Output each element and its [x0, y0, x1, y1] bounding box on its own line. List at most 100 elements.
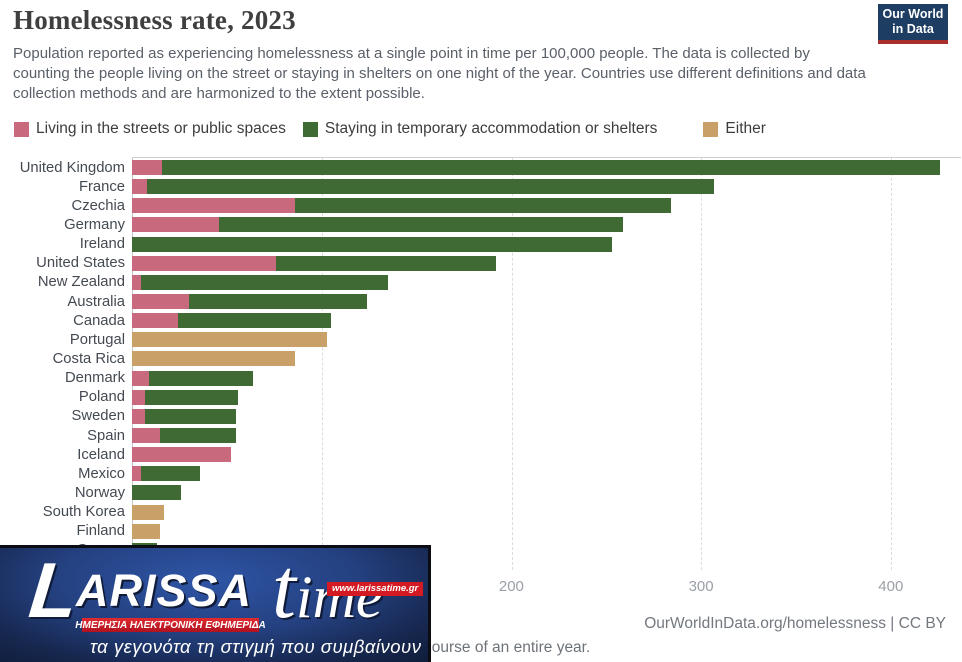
country-label[interactable]: Czechia [71, 197, 125, 214]
country-label[interactable]: Mexico [78, 465, 125, 482]
wordmark-initial: L [25, 546, 83, 634]
larissatime-wordmark: L ARISSA time www.larissatime.gr [0, 546, 428, 634]
bar-segment-shelters[interactable] [276, 255, 497, 271]
bar-segment-streets[interactable] [132, 313, 178, 329]
bar-track [132, 447, 961, 463]
wordmark-main: ARISSA [76, 565, 253, 616]
watermark-tagline: τα γεγονότα τη στιγμή που συμβαίνουν [90, 636, 422, 657]
country-label[interactable]: Australia [67, 293, 125, 310]
country-label[interactable]: France [78, 178, 125, 195]
legend-swatch-icon [302, 121, 318, 137]
bar-rows: United Kingdom France Czechia Germany Irelan… [0, 158, 962, 560]
chart-legend: Living in the streets or public spaces St… [14, 120, 783, 138]
bar-segment-either[interactable] [132, 351, 296, 367]
table-row: Germany [0, 215, 962, 234]
table-row: France [0, 177, 962, 196]
country-label[interactable]: New Zealand [37, 274, 125, 291]
table-row: United States [0, 254, 962, 273]
table-row: Sweden [0, 407, 962, 426]
source-attribution[interactable]: OurWorldInData.org/homelessness | CC BY [644, 615, 946, 632]
table-row: United Kingdom [0, 158, 962, 177]
legend-item-0[interactable]: Living in the streets or public spaces [14, 120, 286, 138]
bar-segment-streets[interactable] [132, 179, 148, 195]
bar-segment-either[interactable] [132, 523, 161, 539]
larissatime-watermark: L ARISSA time www.larissatime.gr ΗΜΕΡΗΣΙ… [0, 545, 431, 662]
bar-segment-streets[interactable] [132, 294, 189, 310]
table-row: Canada [0, 311, 962, 330]
bar-segment-streets[interactable] [132, 217, 220, 233]
legend-swatch-icon [703, 121, 719, 137]
table-row: Norway [0, 483, 962, 502]
bar-segment-streets[interactable] [132, 389, 146, 405]
country-label[interactable]: Costa Rica [52, 350, 125, 367]
table-row: Czechia [0, 196, 962, 215]
country-label[interactable]: Poland [78, 389, 125, 406]
bar-chart: United Kingdom France Czechia Germany Irelan… [0, 157, 962, 617]
table-row: Mexico [0, 464, 962, 483]
bar-track [132, 255, 961, 271]
country-label[interactable]: Sweden [71, 408, 125, 425]
table-row: Portugal [0, 330, 962, 349]
chart-note-fragment: course of an entire year. [424, 639, 591, 656]
bar-segment-shelters[interactable] [149, 370, 254, 386]
bar-segment-shelters[interactable] [141, 274, 389, 290]
legend-item-1[interactable]: Staying in temporary accommodation or sh… [302, 120, 657, 138]
table-row: Australia [0, 292, 962, 311]
bar-segment-streets[interactable] [132, 274, 142, 290]
country-label[interactable]: United States [36, 255, 125, 272]
table-row: Costa Rica [0, 349, 962, 368]
bar-segment-shelters[interactable] [219, 217, 624, 233]
legend-label: Either [725, 120, 766, 137]
bar-segment-streets[interactable] [132, 466, 142, 482]
bar-segment-shelters[interactable] [132, 485, 182, 501]
bar-track [132, 466, 961, 482]
bar-segment-shelters[interactable] [188, 294, 368, 310]
bar-segment-either[interactable] [132, 504, 165, 520]
bar-segment-shelters[interactable] [177, 313, 332, 329]
bar-track [132, 504, 961, 520]
bar-segment-shelters[interactable] [132, 236, 612, 252]
bar-track [132, 389, 961, 405]
country-label[interactable]: Ireland [79, 236, 125, 253]
country-label[interactable]: Spain [87, 427, 125, 444]
bar-segment-either[interactable] [132, 332, 328, 348]
bar-segment-streets[interactable] [132, 198, 296, 214]
bar-segment-shelters[interactable] [160, 428, 237, 444]
bar-segment-shelters[interactable] [145, 408, 237, 424]
bar-track [132, 160, 961, 176]
bar-segment-shelters[interactable] [141, 466, 201, 482]
legend-item-2[interactable]: Either [703, 120, 766, 138]
country-label[interactable]: Norway [74, 484, 125, 501]
watermark-url: www.larissatime.gr [327, 582, 424, 596]
wordmark-accent-rest: ime [295, 564, 383, 630]
bar-track [132, 523, 961, 539]
bar-segment-shelters[interactable] [295, 198, 671, 214]
bar-segment-streets[interactable] [132, 447, 231, 463]
bar-segment-streets[interactable] [132, 370, 150, 386]
gridline-300 [701, 158, 703, 570]
bar-segment-streets[interactable] [132, 160, 163, 176]
bar-segment-streets[interactable] [132, 428, 161, 444]
bar-segment-streets[interactable] [132, 408, 146, 424]
country-label[interactable]: Finland [76, 523, 125, 540]
country-label[interactable]: South Korea [42, 504, 125, 521]
wordmark-accent-t: t [272, 545, 296, 636]
country-label[interactable]: United Kingdom [19, 159, 125, 176]
bar-segment-shelters[interactable] [162, 160, 941, 176]
bar-segment-streets[interactable] [132, 255, 277, 271]
country-label[interactable]: Iceland [77, 446, 125, 463]
watermark-strip: ΗΜΕΡΗΣΙΑ ΗΛΕΚΤΡΟΝΙΚΗ ΕΦΗΜΕΡΙΔΑ [75, 618, 266, 632]
bar-track [132, 294, 961, 310]
country-label[interactable]: Germany [64, 216, 125, 233]
x-tick-label-300: 300 [688, 578, 714, 595]
table-row: New Zealand [0, 273, 962, 292]
country-label[interactable]: Denmark [64, 370, 125, 387]
country-label[interactable]: Portugal [69, 331, 125, 348]
table-row: Iceland [0, 445, 962, 464]
bar-segment-shelters[interactable] [147, 179, 715, 195]
country-label[interactable]: Canada [73, 312, 125, 329]
legend-label: Living in the streets or public spaces [36, 120, 286, 137]
table-row: Poland [0, 388, 962, 407]
chart-subtitle: Population reported as experiencing home… [13, 45, 866, 102]
bar-segment-shelters[interactable] [145, 389, 239, 405]
